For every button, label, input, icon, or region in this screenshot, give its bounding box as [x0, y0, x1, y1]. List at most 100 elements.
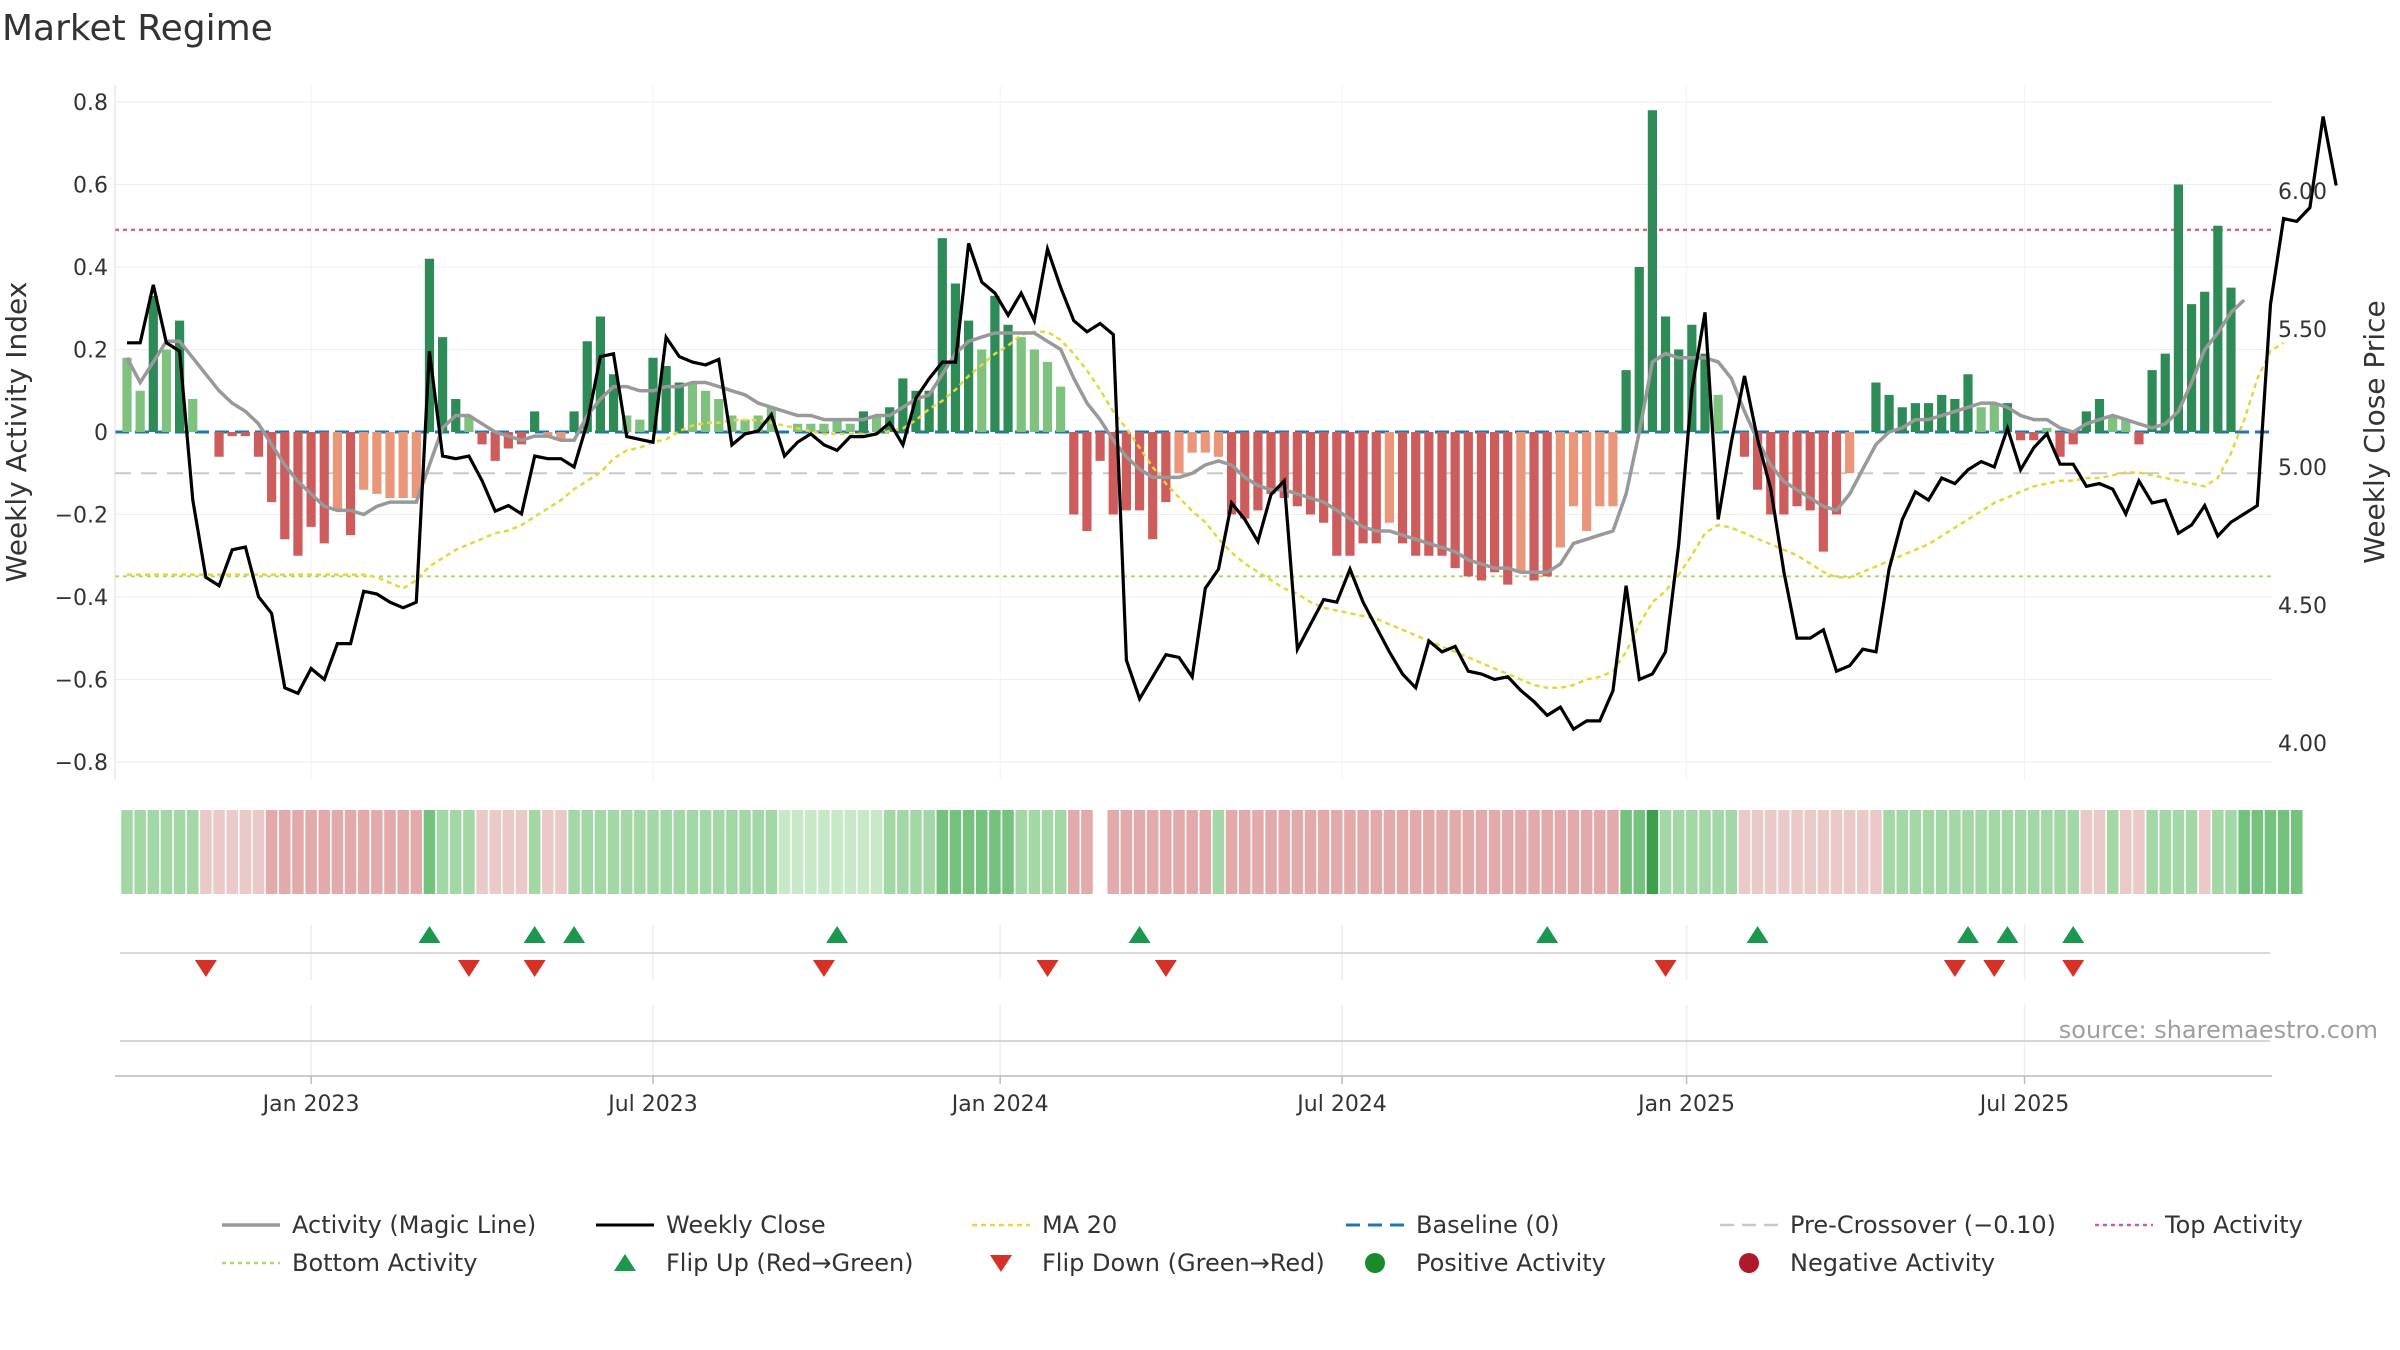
activity-bar	[280, 432, 290, 540]
flip-up-marker	[1996, 926, 2019, 943]
regime-cell	[134, 810, 146, 894]
activity-bar	[530, 411, 540, 432]
flip-markers	[194, 926, 2085, 977]
activity-bar	[1542, 432, 1552, 577]
regime-cell	[594, 810, 607, 894]
regime-cell	[857, 810, 870, 894]
activity-bar	[556, 432, 566, 441]
activity-bar	[1161, 432, 1171, 503]
left-tick-label: −0.4	[55, 586, 108, 611]
right-axis-label: Weekly Close Price	[2358, 300, 2391, 563]
left-tick-label: 0.2	[73, 339, 108, 364]
regime-cell	[686, 810, 699, 894]
regime-cell	[1659, 810, 1672, 894]
activity-bar	[1187, 432, 1197, 453]
activity-bar	[1660, 316, 1671, 432]
flip-down-marker	[812, 960, 835, 977]
regime-cell	[344, 810, 357, 894]
activity-bar	[1989, 403, 1999, 432]
regime-cell	[1068, 810, 1080, 894]
activity-bar	[411, 432, 421, 498]
regime-cell	[870, 810, 883, 894]
regime-cell	[2290, 810, 2303, 894]
regime-cell	[1212, 810, 1225, 894]
right-tick-label: 6.00	[2278, 180, 2327, 205]
right-tick-label: 4.00	[2278, 732, 2327, 757]
legend-label: Activity (Magic Line)	[292, 1211, 536, 1239]
ma20-line	[127, 330, 2285, 690]
activity-bar	[214, 432, 224, 457]
activity-bar	[1305, 432, 1316, 515]
legend-item: Negative Activity	[1739, 1249, 1995, 1277]
regime-cell	[1278, 810, 1290, 894]
flip-up-marker	[563, 926, 586, 943]
regime-cell	[1054, 810, 1067, 894]
regime-cell	[1922, 810, 1935, 894]
flip-up-marker	[523, 926, 546, 943]
activity-bar	[937, 238, 947, 432]
regime-cell	[673, 810, 686, 894]
regime-cell	[1344, 810, 1356, 894]
activity-bar	[819, 423, 829, 432]
regime-cell	[1396, 810, 1409, 894]
activity-bar	[1424, 432, 1434, 556]
activity-bar	[2055, 432, 2065, 457]
x-tick-label: Jan 2025	[1636, 1092, 1735, 1117]
flip-down-marker	[194, 960, 217, 977]
regime-cell	[1725, 810, 1738, 894]
legend-label: Weekly Close	[666, 1211, 826, 1239]
activity-bar	[516, 432, 527, 445]
activity-bar	[188, 399, 198, 432]
regime-cell	[1567, 810, 1580, 894]
regime-cell	[1436, 810, 1448, 894]
x-axis-ticks: Jan 2023 Jul 2023 Jan 2024 Jul 2024 Jan 2025…	[261, 1076, 2069, 1117]
regime-cell	[2159, 810, 2172, 894]
regime-cell	[318, 810, 331, 894]
regime-cell	[607, 810, 620, 894]
regime-cell	[1015, 810, 1027, 894]
activity-bar	[753, 415, 763, 432]
regime-cell	[739, 810, 751, 894]
regime-cell	[1699, 810, 1711, 894]
regime-cell	[647, 810, 659, 894]
activity-bar	[1739, 432, 1750, 457]
chart-title: Market Regime	[2, 8, 273, 49]
regime-cell	[397, 810, 409, 894]
activity-bar	[1213, 432, 1224, 457]
regime-cell	[1331, 810, 1343, 894]
activity-bar	[1029, 349, 1039, 432]
activity-bar	[635, 419, 645, 432]
regime-cell	[2264, 810, 2277, 894]
activity-bar	[1266, 432, 1276, 494]
regime-cell	[1515, 810, 1527, 894]
flip-markers-panel	[120, 925, 2270, 980]
activity-bar	[858, 411, 868, 432]
flip-down-marker	[1036, 960, 1059, 977]
activity-bar	[2068, 432, 2078, 445]
activity-bar	[1582, 432, 1592, 531]
legend-label: Pre-Crossover (−0.10)	[1790, 1211, 2056, 1239]
flip-down-marker	[523, 960, 546, 977]
activity-bar	[701, 390, 711, 432]
regime-cell	[620, 810, 633, 894]
activity-bar	[253, 432, 264, 457]
flip-down-marker	[1943, 960, 1966, 977]
activity-bar	[1003, 324, 1013, 432]
regime-cell	[1252, 810, 1264, 894]
activity-bar	[832, 419, 842, 432]
legend-item: Activity (Magic Line)	[222, 1211, 536, 1239]
x-tick-label: Jul 2024	[1295, 1092, 1387, 1117]
regime-cell	[463, 810, 475, 894]
regime-cell	[1081, 810, 1093, 894]
regime-cell	[1883, 810, 1895, 894]
regime-cell	[200, 810, 212, 894]
regime-cell	[2120, 810, 2132, 894]
regime-cell	[1633, 810, 1646, 894]
flip-up-marker	[1536, 926, 1559, 943]
activity-bar	[359, 432, 369, 490]
right-axis-ticks: 6.00 5.50 5.00 4.50 4.00	[2278, 180, 2327, 757]
regime-cell	[542, 810, 554, 894]
activity-bar	[648, 357, 658, 432]
activity-bar	[2094, 399, 2105, 432]
legend-label: Negative Activity	[1790, 1249, 1995, 1277]
